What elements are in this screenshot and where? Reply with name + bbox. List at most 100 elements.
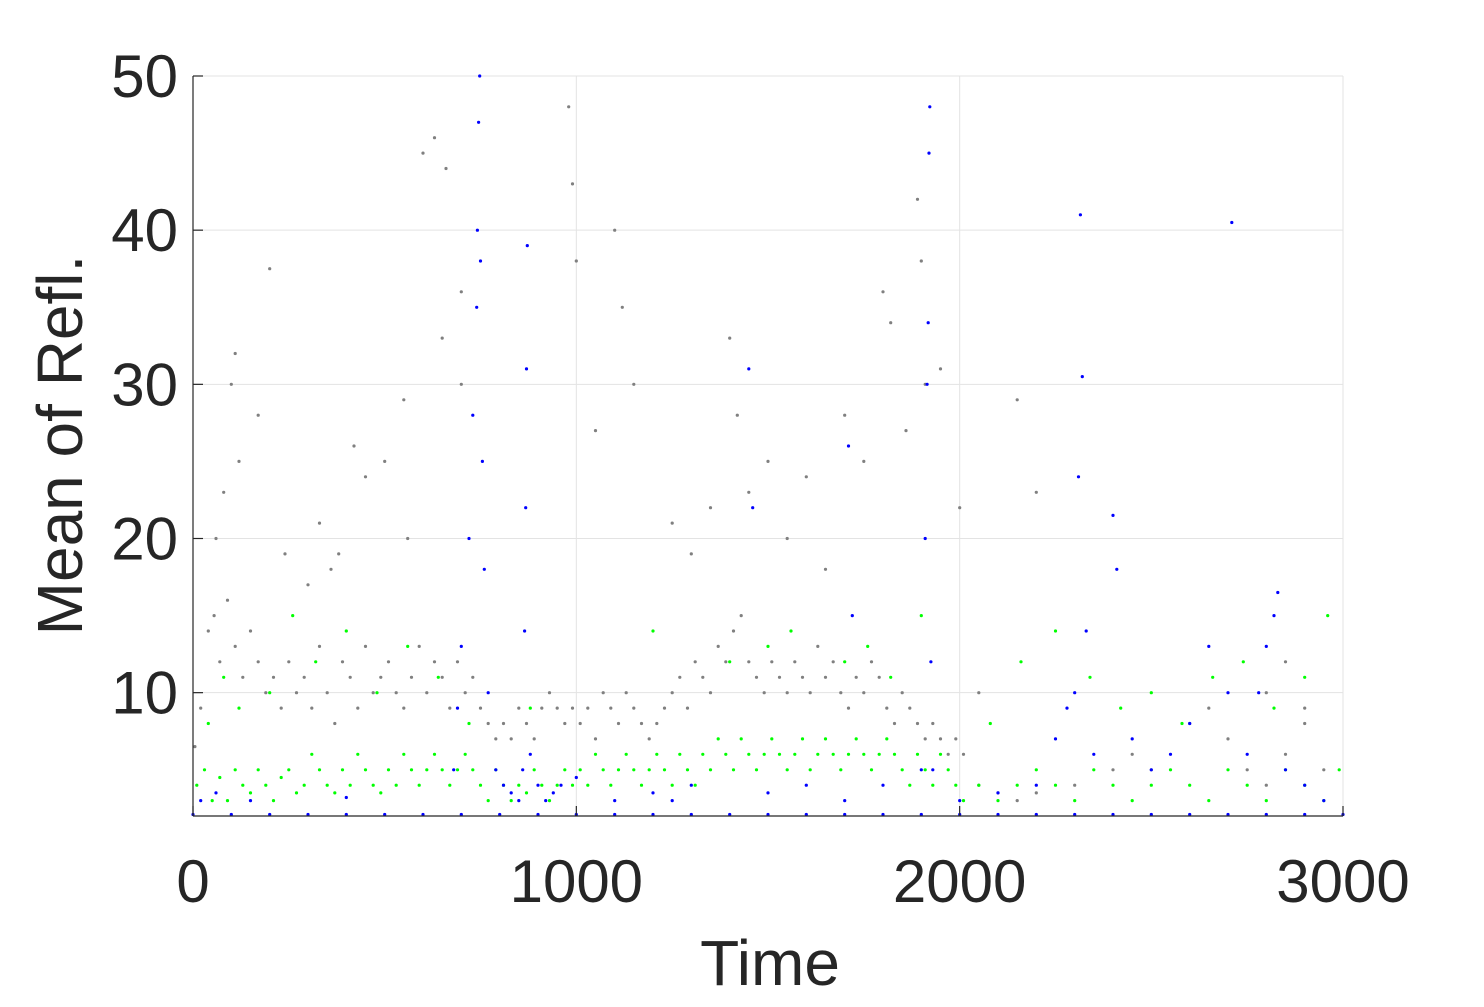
data-point xyxy=(919,614,923,618)
data-point xyxy=(317,521,322,525)
data-point xyxy=(1264,644,1268,649)
data-point xyxy=(601,691,605,695)
data-point xyxy=(256,660,260,664)
data-point xyxy=(1073,783,1077,787)
data-point xyxy=(609,706,613,710)
data-point xyxy=(218,660,222,664)
data-point xyxy=(915,752,920,756)
data-point xyxy=(735,413,739,417)
data-point xyxy=(1015,799,1019,803)
data-point xyxy=(524,791,529,795)
data-point xyxy=(523,629,527,633)
data-point xyxy=(946,768,950,772)
data-point xyxy=(1188,721,1192,726)
data-point xyxy=(536,812,540,817)
data-point xyxy=(333,791,337,795)
data-point xyxy=(762,691,766,695)
data-point xyxy=(919,768,923,772)
data-point xyxy=(532,737,536,741)
data-point xyxy=(383,459,387,463)
data-point xyxy=(1264,783,1268,787)
data-point xyxy=(340,660,345,664)
data-point xyxy=(647,768,651,772)
data-point xyxy=(793,752,797,756)
data-point xyxy=(1149,812,1153,817)
data-point xyxy=(329,567,333,571)
data-point xyxy=(1337,768,1341,772)
data-point xyxy=(241,783,245,787)
data-point xyxy=(1053,737,1058,741)
data-point xyxy=(574,775,578,780)
data-point xyxy=(586,706,590,710)
data-point xyxy=(785,691,789,695)
data-point xyxy=(455,768,460,772)
data-point xyxy=(977,691,981,695)
data-point xyxy=(517,783,521,787)
data-point xyxy=(574,259,578,263)
data-point xyxy=(417,644,421,649)
data-point xyxy=(754,768,759,772)
data-point xyxy=(1130,799,1134,803)
data-point xyxy=(509,799,513,803)
data-point xyxy=(929,660,933,664)
data-point xyxy=(1111,783,1115,787)
data-point xyxy=(846,444,851,448)
data-point xyxy=(1303,706,1307,710)
data-point xyxy=(770,660,774,664)
data-point xyxy=(728,812,732,817)
data-point xyxy=(425,691,429,695)
data-point xyxy=(559,783,563,787)
data-point xyxy=(716,644,720,649)
data-point xyxy=(1245,752,1249,756)
data-point xyxy=(747,367,751,371)
data-point xyxy=(923,768,927,772)
data-point xyxy=(310,706,314,710)
data-point xyxy=(283,552,287,556)
data-point xyxy=(1245,768,1249,772)
data-point xyxy=(996,799,1000,803)
data-point xyxy=(708,691,713,695)
data-point xyxy=(333,721,337,726)
data-point xyxy=(463,691,467,695)
data-point xyxy=(1034,812,1038,817)
data-point xyxy=(1092,768,1096,772)
data-point xyxy=(632,382,636,386)
data-point xyxy=(517,706,521,710)
data-point xyxy=(340,768,345,772)
data-point xyxy=(1168,752,1173,756)
data-point xyxy=(1264,691,1268,695)
data-point xyxy=(371,691,375,695)
data-point xyxy=(371,783,375,787)
data-point xyxy=(1078,213,1082,217)
y-tick-label: 10 xyxy=(111,660,178,727)
data-point xyxy=(816,644,820,649)
data-point xyxy=(302,675,306,679)
data-point xyxy=(1303,812,1307,817)
y-axis-label: Mean of Refl. xyxy=(24,255,96,636)
data-point xyxy=(1111,513,1115,518)
data-point xyxy=(701,752,705,756)
data-point xyxy=(314,660,318,664)
data-point xyxy=(670,691,674,695)
data-point xyxy=(432,752,437,756)
x-tick-label: 0 xyxy=(176,848,209,915)
data-point xyxy=(624,752,628,756)
y-tick-label: 30 xyxy=(111,351,178,418)
data-point xyxy=(850,614,854,618)
data-point xyxy=(1303,721,1307,726)
data-point xyxy=(237,706,241,710)
data-point xyxy=(655,721,659,726)
data-point xyxy=(708,768,713,772)
data-point xyxy=(452,768,456,772)
data-point xyxy=(271,675,276,679)
data-point xyxy=(394,691,398,695)
data-point xyxy=(1034,783,1038,787)
data-point xyxy=(770,737,774,741)
data-point xyxy=(455,660,460,664)
data-point xyxy=(908,783,912,787)
data-point xyxy=(639,783,644,787)
data-point xyxy=(1076,475,1081,479)
data-point xyxy=(494,737,498,741)
data-point xyxy=(624,691,628,695)
data-point xyxy=(402,706,406,710)
